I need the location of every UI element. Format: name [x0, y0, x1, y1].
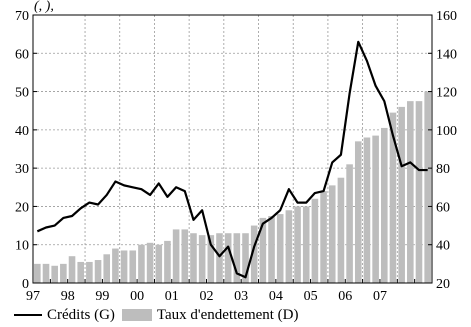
- bar: [207, 235, 215, 283]
- right-axis-ticks: 20 40 60 80 100 120 140 160: [428, 9, 457, 292]
- legend-label-credits: Crédits (G): [47, 306, 115, 323]
- x-tick-label: 02: [199, 289, 213, 304]
- x-tick-label: 07: [373, 289, 387, 304]
- bar: [259, 217, 267, 283]
- bar: [42, 263, 50, 283]
- bar: [112, 248, 119, 283]
- x-tick-label: 97: [26, 289, 40, 304]
- bar: [285, 210, 293, 283]
- x-tick-label: 01: [165, 289, 179, 304]
- bar: [233, 233, 241, 283]
- chart-top-text: (, ),: [34, 0, 54, 14]
- grid: [33, 15, 432, 283]
- bar: [268, 216, 275, 283]
- bar: [216, 233, 223, 283]
- right-tick-label: 40: [436, 239, 450, 254]
- bar: [77, 261, 84, 283]
- bar: [129, 250, 137, 283]
- right-tick-label: 120: [436, 86, 457, 101]
- line-credits: [36, 40, 428, 279]
- bar: [372, 135, 379, 283]
- bar: [346, 164, 353, 283]
- bar: [328, 185, 336, 283]
- bar: [181, 229, 189, 283]
- left-tick-label: 50: [15, 86, 29, 101]
- bar: [250, 225, 258, 283]
- x-tick-label: 99: [95, 289, 109, 304]
- left-axis-ticks: 0 10 20 30 40 50 60 70: [15, 9, 37, 292]
- bar: [363, 137, 371, 283]
- left-tick-label: 0: [22, 277, 29, 292]
- bar: [424, 91, 431, 283]
- x-tick-label: 05: [304, 289, 318, 304]
- bar: [389, 112, 397, 283]
- bar: [337, 177, 345, 283]
- legend-item-credits: Crédits (G): [14, 307, 115, 324]
- bar: [51, 265, 58, 283]
- axes: [32, 14, 433, 284]
- right-tick-label: 20: [436, 277, 450, 292]
- legend-item-taux: Taux d'endettement (D): [121, 306, 299, 324]
- bar: [34, 263, 41, 283]
- left-tick-label: 60: [15, 47, 29, 62]
- bar: [164, 240, 171, 283]
- bar: [146, 242, 154, 283]
- x-tick-label: 03: [234, 289, 248, 304]
- legend-bar-swatch: [121, 309, 152, 321]
- bar: [138, 244, 145, 283]
- bar: [94, 260, 102, 283]
- bars-taux-endettement: [34, 91, 431, 283]
- bar: [276, 214, 284, 283]
- x-axis-ticks: 97 98 99 00 01 02 03 04 05 06 07: [26, 279, 433, 304]
- right-tick-label: 140: [436, 47, 457, 62]
- right-tick-label: 160: [436, 9, 457, 24]
- right-tick-label: 60: [436, 200, 450, 215]
- bar: [294, 206, 301, 283]
- x-tick-label: 06: [338, 289, 352, 304]
- right-tick-label: 80: [436, 162, 450, 177]
- bar: [68, 256, 76, 283]
- left-tick-label: 10: [15, 239, 29, 254]
- right-tick-label: 100: [436, 124, 457, 139]
- x-tick-label: 04: [269, 289, 283, 304]
- bar: [320, 191, 327, 283]
- bar: [60, 263, 67, 283]
- bar: [198, 235, 206, 283]
- plot-frame: [32, 14, 433, 284]
- bar: [190, 233, 197, 283]
- x-tick-label: 00: [130, 289, 144, 304]
- bar: [302, 206, 310, 283]
- credits-line: [36, 40, 428, 279]
- bar: [155, 244, 163, 283]
- bar: [407, 101, 414, 283]
- bar: [398, 106, 405, 283]
- bar: [242, 233, 249, 283]
- left-tick-label: 20: [15, 200, 29, 215]
- bar: [311, 198, 319, 283]
- bar: [172, 229, 180, 283]
- bar: [86, 261, 93, 283]
- left-tick-label: 40: [15, 124, 29, 139]
- bar: [224, 233, 232, 283]
- legend-label-taux: Taux d'endettement (D): [156, 306, 299, 323]
- left-tick-label: 30: [15, 162, 29, 177]
- bar: [120, 250, 128, 283]
- bar: [415, 101, 423, 283]
- legend: Crédits (G) Taux d'endettement (D): [14, 305, 306, 325]
- legend-line-swatch: [14, 314, 42, 316]
- bar: [381, 127, 388, 283]
- x-tick-label: 98: [61, 289, 75, 304]
- bar: [354, 141, 362, 283]
- bar: [103, 254, 111, 283]
- left-tick-label: 70: [15, 9, 29, 24]
